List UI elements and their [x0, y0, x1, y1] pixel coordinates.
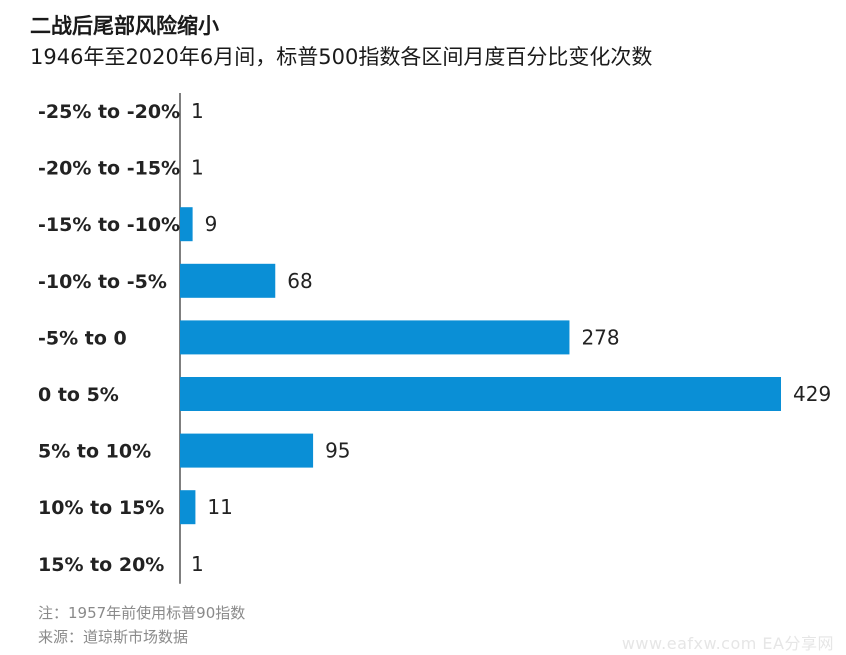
category-label: 15% to 20% — [38, 554, 164, 576]
watermark: www.eafxw.com EA分享网 — [621, 634, 834, 653]
category-label: -25% to -20% — [38, 101, 180, 123]
bar — [180, 207, 193, 242]
category-label: 10% to 15% — [38, 497, 164, 519]
chart-title: 二战后尾部风险缩小 — [30, 14, 219, 38]
source-note: 来源：道琼斯市场数据 — [38, 628, 189, 646]
category-label: -20% to -15% — [38, 158, 180, 180]
value-label: 1 — [191, 552, 204, 576]
chart-subtitle: 1946年至2020年6月间，标普500指数各区间月度百分比变化次数 — [30, 45, 653, 69]
bar — [180, 490, 196, 525]
category-label: -5% to 0 — [38, 327, 127, 349]
bar — [180, 433, 314, 468]
value-label: 9 — [205, 212, 218, 236]
value-label: 429 — [793, 382, 831, 406]
value-label: 278 — [581, 325, 619, 349]
value-label: 68 — [287, 269, 312, 293]
footnote: 注：1957年前使用标普90指数 — [38, 604, 246, 622]
value-label: 1 — [191, 156, 204, 180]
value-label: 11 — [207, 495, 232, 519]
bar — [180, 320, 570, 355]
bar — [180, 377, 781, 411]
category-label: -10% to -5% — [38, 271, 167, 293]
value-label: 95 — [325, 439, 350, 463]
value-label: 1 — [191, 99, 204, 123]
category-label: 5% to 10% — [38, 441, 151, 463]
category-label: -15% to -10% — [38, 214, 180, 236]
bar — [180, 263, 276, 298]
category-label: 0 to 5% — [38, 384, 119, 406]
bar-chart: -25% to -20% 1 -20% to -15% 1 -15% to -10% 9 -… — [38, 93, 831, 584]
